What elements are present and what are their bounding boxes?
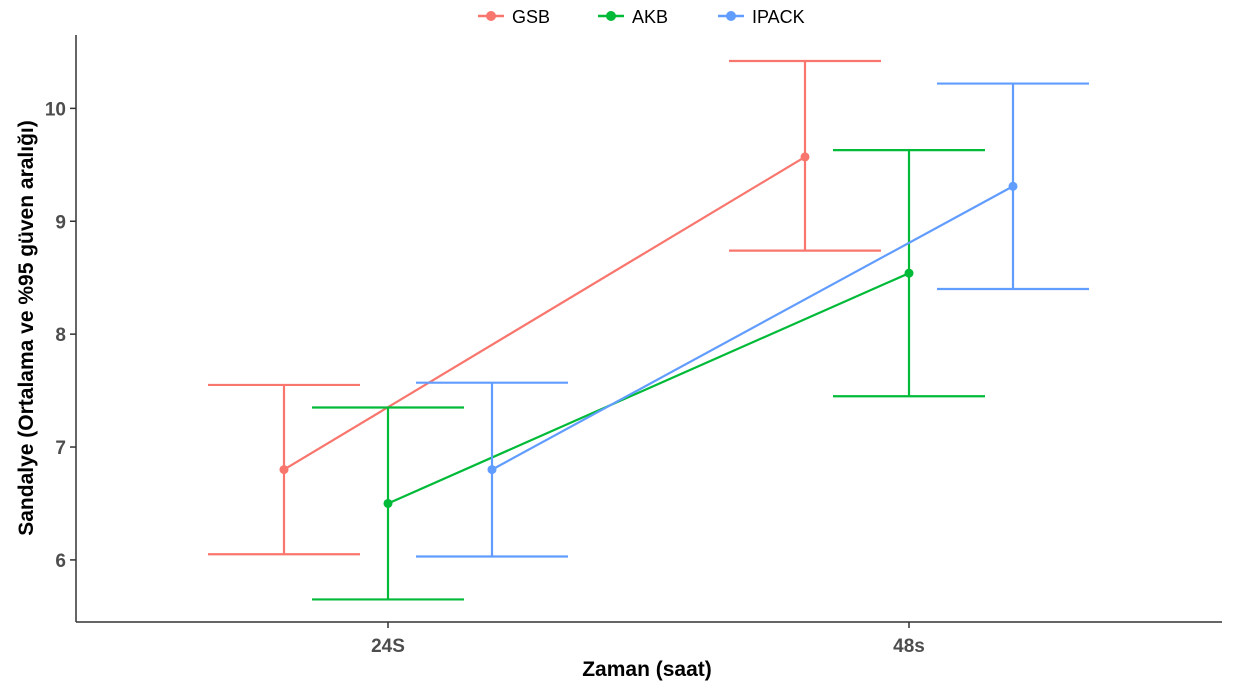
y-tick-label: 9: [55, 212, 66, 233]
legend-item: GSB: [478, 7, 550, 27]
legend-key-point: [486, 11, 496, 21]
data-point: [800, 152, 810, 162]
series-line: [491, 185, 1014, 471]
series-akb: [312, 149, 985, 601]
series-gsb: [208, 59, 881, 556]
legend-item: IPACK: [718, 7, 805, 27]
y-tick-label: 8: [55, 325, 66, 346]
series-line: [283, 155, 806, 471]
legend-label: GSB: [512, 7, 550, 27]
plot-marks: [208, 59, 1089, 601]
y-tick-label: 7: [55, 438, 66, 459]
legend-label: IPACK: [752, 7, 805, 27]
data-point: [904, 268, 914, 278]
y-ticks: 6 7 8 9 10: [45, 99, 76, 572]
x-axis-title: Zaman (saat): [582, 658, 712, 681]
x-tick-label: 24S: [371, 636, 405, 657]
legend-key-point: [606, 11, 616, 21]
legend-item: AKB: [598, 7, 668, 27]
y-tick-label: 6: [55, 551, 66, 572]
y-axis-title: Sandalye (Ortalama ve %95 güven aralığı): [15, 120, 38, 536]
data-point: [1008, 181, 1018, 191]
x-tick-label: 48s: [893, 636, 925, 657]
legend-label: AKB: [632, 7, 668, 27]
data-point: [487, 465, 497, 475]
axes: [75, 35, 1222, 623]
series-line: [387, 272, 910, 505]
data-point: [383, 498, 393, 508]
data-point: [279, 465, 289, 475]
x-ticks: 24S 48s: [371, 622, 925, 657]
y-tick-label: 10: [45, 99, 66, 120]
legend-key-point: [726, 11, 736, 21]
series-ipack: [416, 82, 1089, 558]
legend: GSB AKB IPACK: [478, 7, 805, 27]
